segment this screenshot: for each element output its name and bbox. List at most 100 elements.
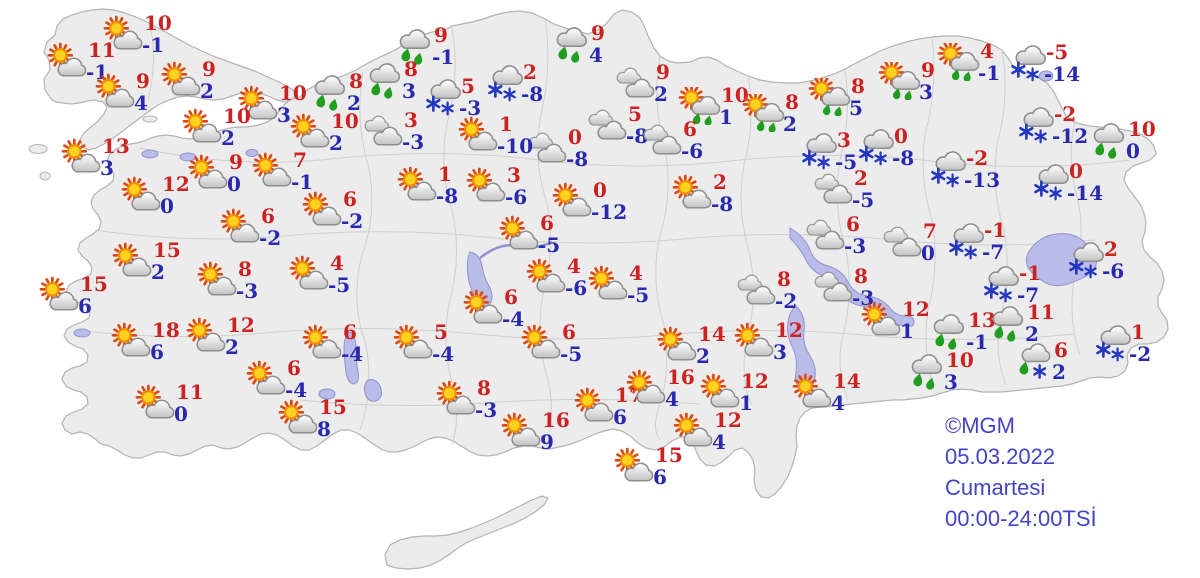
snow-icon [1025,163,1071,201]
partly-cloudy-icon [789,373,835,411]
weather-station: 4 -6 [523,254,619,306]
max-temp: 2 [1104,237,1118,261]
weather-station: 10 2 [287,111,383,161]
max-temp: 9 [136,69,150,93]
min-temp: 3 [277,103,291,127]
min-temp: 9 [540,430,554,454]
partly-cloudy-icon [858,301,904,339]
min-temp: -8 [892,146,915,170]
max-temp: 15 [319,395,347,419]
weather-station: 9 -1 [390,23,486,75]
max-temp: 4 [567,254,581,278]
max-temp: 12 [227,313,255,337]
partly-cloudy-icon [585,265,631,303]
min-temp: 4 [831,391,845,415]
weather-station: 8 -3 [810,266,906,316]
island-marmara [142,115,158,123]
watermark-date: 05.03.2022 [945,444,1056,469]
weather-station: 6 -2 [217,206,313,256]
min-temp: 2 [654,82,668,106]
weather-station: 4 -5 [286,251,382,303]
lake-tuz [466,251,493,308]
max-temp: 6 [287,356,301,380]
max-temp: 6 [1054,338,1068,362]
min-temp: 8 [317,417,331,441]
max-temp: 6 [683,117,697,141]
max-temp: 8 [477,376,491,400]
max-temp: 4 [980,39,994,63]
max-temp: 4 [629,261,643,285]
max-temp: 15 [655,443,683,467]
max-temp: 3 [507,163,521,187]
max-temp: 11 [88,38,116,62]
partly-cloudy-icon [390,324,436,362]
min-temp: -1 [432,45,455,69]
partly-cloudy-icon [731,322,777,360]
weather-station: 13 -1 [924,310,1020,360]
max-temp: 1 [1131,320,1145,344]
partly-cloudy-icon [654,326,700,364]
min-temp: -2 [341,209,364,233]
min-temp: 1 [719,105,733,129]
weather-station: 8 -3 [194,259,290,309]
min-temp: -5 [560,342,583,366]
max-temp: 3 [404,108,418,132]
min-temp: -5 [852,188,875,212]
min-temp: 4 [134,91,148,115]
snow-icon [1087,324,1133,362]
max-temp: 16 [667,365,695,389]
weather-station: 12 4 [670,410,766,460]
weather-station: 4 -1 [936,39,1032,91]
min-temp: -12 [591,200,628,224]
max-temp: 18 [152,318,180,342]
min-temp: 2 [225,335,239,359]
weather-station: 10 0 [1084,119,1180,169]
weather-station: 5 -3 [417,76,513,126]
max-temp: 10 [721,83,749,107]
rain-icon [547,25,593,63]
min-temp: 1 [739,391,753,415]
max-temp: 3 [837,128,851,152]
max-temp: 10 [946,348,974,372]
weather-station: 15 2 [109,240,205,290]
max-temp: 10 [279,81,307,105]
max-temp: 4 [330,251,344,275]
weather-station: 2 -8 [669,172,765,222]
partly-cloudy-icon [92,73,138,111]
min-temp: -1 [966,330,989,354]
partly-cloudy-icon [463,167,509,205]
land-anatolia [28,8,1169,570]
weather-station: 13 3 [58,136,154,186]
partly-cloudy-icon [286,255,332,293]
weather-station: 6 -3 [802,214,898,264]
max-temp: 8 [349,69,363,93]
snow-icon [1010,106,1056,144]
partly-cloudy-icon [299,324,345,362]
min-temp: -8 [436,184,459,208]
snow-icon [975,265,1021,303]
min-temp: -4 [502,307,525,331]
max-temp: 9 [434,23,448,47]
partly-cloudy-icon [697,373,743,411]
min-temp: -5 [538,233,561,257]
partly-cloudy-icon [498,412,544,450]
weather-station: 6 -5 [518,322,614,372]
max-temp: 5 [434,320,448,344]
max-temp: 5 [628,102,642,126]
sun-rain-icon [877,62,923,100]
weather-station: 0 -8 [524,127,620,177]
min-temp: -6 [1102,259,1125,283]
min-temp: 2 [1025,322,1039,346]
partly-cloudy-icon [623,369,669,407]
weather-station: 10 -1 [100,13,196,63]
min-temp: -6 [681,139,704,163]
min-temp: -12 [1052,124,1089,148]
weather-station: -2 -12 [1010,104,1106,154]
